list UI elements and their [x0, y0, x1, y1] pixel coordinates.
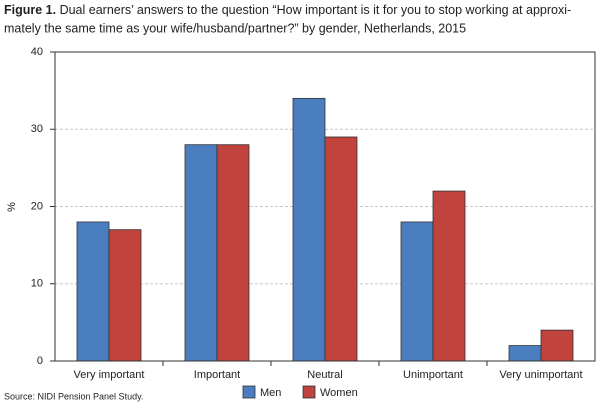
x-tick-label: Very important: [74, 369, 145, 381]
bar: [432, 190, 466, 362]
legend-swatch: [242, 385, 256, 399]
y-tick-label: 20: [31, 200, 43, 212]
title-line: mately the same time as your wife/husban…: [4, 21, 466, 35]
bar: [108, 229, 142, 362]
chart-title: Figure 1. Dual earners’ answers to the q…: [4, 3, 571, 17]
x-tick-label: Unimportant: [403, 369, 463, 381]
x-tick-label: Important: [194, 369, 240, 381]
x-tick-label: Very unimportant: [499, 369, 582, 381]
legend-label: Men: [260, 387, 281, 399]
bar: [216, 144, 250, 362]
x-tick-label: Neutral: [307, 369, 342, 381]
bar: [324, 136, 358, 362]
title-label: Figure 1.: [4, 3, 56, 17]
y-tick-label: 0: [37, 355, 43, 367]
y-axis-label: %: [6, 202, 18, 212]
y-tick-label: 10: [31, 278, 43, 290]
title-line: Dual earners’ answers to the question “H…: [60, 3, 572, 17]
legend-label: Women: [320, 387, 358, 399]
bar: [76, 221, 110, 362]
bar: [540, 329, 574, 362]
bar: [508, 345, 542, 362]
legend-swatch: [302, 385, 316, 399]
y-tick-label: 40: [31, 46, 43, 58]
bar: [400, 221, 434, 362]
plot-frame: [54, 51, 596, 362]
bar: [184, 144, 218, 362]
source: Source: NIDI Pension Panel Study.: [4, 391, 143, 401]
bar: [292, 97, 326, 362]
y-tick-label: 30: [31, 123, 43, 135]
